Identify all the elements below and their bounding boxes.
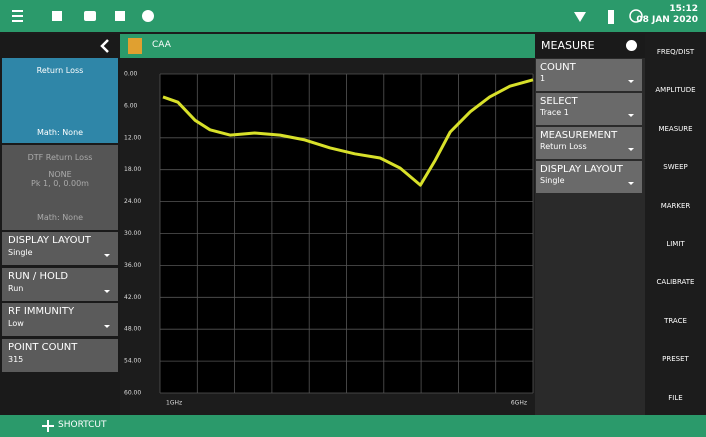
trace-line xyxy=(162,78,534,187)
trace-detail: Pk 1, 0, 0.00m xyxy=(31,179,89,188)
measure-item[interactable]: COUNT 1 xyxy=(536,59,642,91)
setting-value: Low xyxy=(8,319,24,328)
trace-title: DTF Return Loss xyxy=(27,153,93,162)
y-tick-label: 24.00 xyxy=(124,198,141,205)
side-menu: FREQ/DIST AMPLITUDE MEASURE SWEEP MARKER LIMI… xyxy=(645,32,706,415)
x-tick-label: 6GHz xyxy=(511,400,527,407)
y-tick-label: 42.00 xyxy=(124,294,141,301)
measure-item[interactable]: MEASUREMENT Return Loss xyxy=(536,127,642,159)
setting-value: Single xyxy=(8,248,33,257)
dropdown-arrow xyxy=(628,148,634,151)
y-tick-label: 30.00 xyxy=(124,230,141,237)
save-icon[interactable] xyxy=(115,11,125,21)
dropdown-arrow xyxy=(628,182,634,185)
plus-icon[interactable] xyxy=(42,420,54,432)
menu-button[interactable]: PRESET xyxy=(662,355,689,364)
measure-label: DISPLAY LAYOUT xyxy=(540,164,623,175)
dropdown-arrow xyxy=(104,254,110,257)
setting-value: 315 xyxy=(8,354,24,364)
info-icon[interactable] xyxy=(142,10,154,22)
close-button[interactable] xyxy=(626,40,637,51)
menu-button[interactable]: MARKER xyxy=(660,201,691,210)
chart: 0.00 6.00 12.00 18.00 24.00 30.00 36.00 42.00 48… xyxy=(120,58,535,415)
measure-panel: MEASURE COUNT 1 SELECT Trace 1 MEASUREMENT Re… xyxy=(535,34,645,415)
setting-label: POINT COUNT xyxy=(8,341,78,353)
dropdown-arrow xyxy=(628,114,634,117)
y-tick-label: 54.00 xyxy=(124,358,141,365)
camera-icon[interactable] xyxy=(84,11,96,21)
measure-label: COUNT xyxy=(540,62,576,73)
trace-math: Math: None xyxy=(36,128,84,137)
status-icons xyxy=(574,9,643,24)
measure-item[interactable]: SELECT Trace 1 xyxy=(536,93,642,125)
setting-label: DISPLAY LAYOUT xyxy=(8,235,91,246)
measure-value: Return Loss xyxy=(540,142,587,151)
setting-button[interactable]: RF IMMUNITY Low xyxy=(2,303,118,336)
shortcut-label[interactable]: SHORTCUT xyxy=(58,420,107,430)
menu-button[interactable]: FILE xyxy=(668,393,683,402)
clock: 15:12 08 JAN 2020 xyxy=(636,4,698,26)
setting-label: RUN / HOLD xyxy=(8,270,69,282)
measure-value: 1 xyxy=(540,74,546,83)
dropdown-arrow xyxy=(628,80,634,83)
active-trace-card[interactable]: Return Loss Math: None xyxy=(2,58,118,143)
menu-button[interactable]: FREQ/DIST xyxy=(656,48,695,56)
setting-label: RF IMMUNITY xyxy=(8,306,75,317)
y-tick-label: 6.00 xyxy=(124,102,138,109)
y-tick-label: 48.00 xyxy=(124,326,141,333)
y-tick-label: 36.00 xyxy=(124,262,141,269)
apps-icon[interactable] xyxy=(52,11,62,21)
trace-title: Return Loss xyxy=(36,66,84,75)
measure-label: SELECT xyxy=(540,96,578,107)
trace-math: Math: None xyxy=(36,213,84,222)
measure-value: Trace 1 xyxy=(540,108,569,117)
trace-detail: NONE xyxy=(48,170,72,179)
footer-bar: SHORTCUT xyxy=(0,415,706,437)
menu-button[interactable]: SWEEP xyxy=(663,163,688,172)
menu-button[interactable]: TRACE xyxy=(664,316,687,325)
setting-button[interactable]: POINT COUNT 315 xyxy=(2,338,118,372)
left-panel: Return Loss Math: None DTF Return Loss N… xyxy=(0,34,120,415)
menu-button[interactable]: AMPLITUDE xyxy=(655,86,696,95)
menu-button[interactable]: CALIBRATE xyxy=(656,278,695,287)
measure-label: MEASUREMENT xyxy=(540,130,618,141)
dropdown-arrow xyxy=(104,325,110,328)
status-bar: 15:12 08 JAN 2020 xyxy=(0,0,706,32)
y-tick-label: 12.00 xyxy=(124,134,141,141)
measure-title: MEASURE xyxy=(541,39,595,52)
chart-header-title: CAA xyxy=(152,40,171,50)
toolbar-icons xyxy=(12,10,154,22)
setting-value: Run xyxy=(8,283,24,293)
x-tick-label: 1GHz xyxy=(166,400,182,407)
inactive-trace-card[interactable]: DTF Return Loss NONE Pk 1, 0, 0.00m Math: … xyxy=(2,145,118,230)
trace-icon xyxy=(128,38,142,54)
time: 15:12 xyxy=(669,4,698,14)
menu-button[interactable]: MEASURE xyxy=(658,124,693,133)
measure-value: Single xyxy=(540,176,565,185)
dropdown-arrow xyxy=(104,289,110,293)
y-tick-label: 60.00 xyxy=(124,390,141,397)
y-tick-label: 0.00 xyxy=(124,71,138,78)
collapse-button[interactable] xyxy=(98,38,112,54)
setting-button[interactable]: RUN / HOLD Run xyxy=(2,267,118,301)
setting-button[interactable]: DISPLAY LAYOUT Single xyxy=(2,232,118,265)
y-tick-label: 18.00 xyxy=(124,166,141,173)
menu-icon[interactable] xyxy=(12,10,23,12)
date: 08 JAN 2020 xyxy=(636,15,698,25)
measure-item[interactable]: DISPLAY LAYOUT Single xyxy=(536,161,642,193)
measure-header: MEASURE xyxy=(535,34,645,58)
chart-header: CAA xyxy=(120,34,535,58)
menu-button[interactable]: LIMIT xyxy=(666,240,685,248)
